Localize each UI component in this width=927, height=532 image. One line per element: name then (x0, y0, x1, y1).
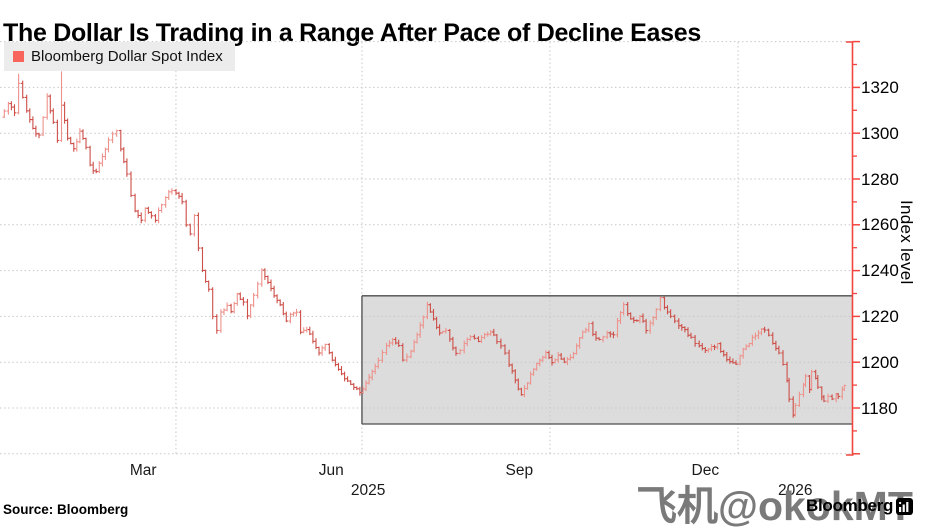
y-axis-title: Index level (896, 200, 916, 285)
y-tick-label: 1260 (861, 215, 899, 235)
y-tick-label: 1240 (861, 261, 899, 281)
x-month-label: Mar (130, 462, 157, 480)
bloomberg-logo-text: Bloomberg (806, 496, 893, 516)
y-tick-label: 1320 (861, 78, 899, 98)
x-year-label: 2025 (351, 482, 385, 500)
legend: Bloomberg Dollar Spot Index (4, 42, 235, 71)
y-tick-label: 1300 (861, 124, 899, 144)
bloomberg-logo: Bloomberg (806, 496, 913, 516)
source-label: Source: Bloomberg (3, 502, 128, 517)
x-month-label: Jun (319, 462, 344, 480)
y-tick-label: 1180 (861, 399, 898, 419)
y-tick-label: 1280 (861, 170, 899, 190)
x-month-label: Sep (506, 462, 534, 480)
bloomberg-terminal-icon (896, 498, 913, 515)
y-tick-label: 1200 (861, 353, 899, 373)
red-square-icon (13, 51, 24, 62)
y-tick-label: 1220 (861, 307, 899, 327)
legend-label: Bloomberg Dollar Spot Index (31, 48, 223, 65)
